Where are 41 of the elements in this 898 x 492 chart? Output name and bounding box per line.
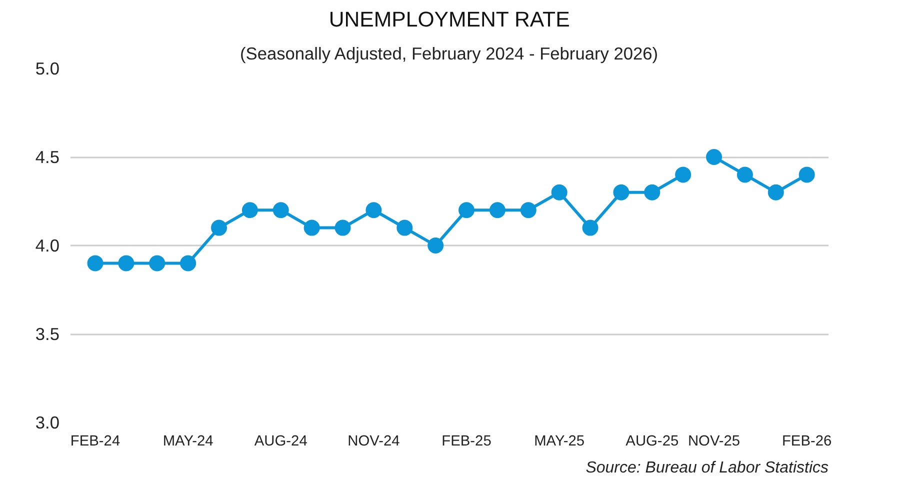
point: [272, 202, 289, 218]
point: [458, 202, 475, 218]
x-tick-label: FEB-26: [782, 434, 832, 450]
point: [211, 220, 228, 236]
point: [428, 238, 444, 254]
point: [334, 220, 351, 236]
point: [180, 255, 196, 272]
y-tick-label: 5.0: [35, 58, 60, 78]
x-tick-label: AUG-25: [626, 434, 679, 450]
point: [520, 202, 536, 218]
point: [87, 255, 104, 272]
x-tick-label: FEB-24: [70, 434, 120, 450]
point: [613, 184, 630, 200]
point: [706, 149, 722, 165]
y-tick-label: 3.0: [35, 412, 60, 432]
point: [582, 220, 598, 236]
y-tick-label: 4.5: [35, 147, 60, 167]
point: [366, 202, 382, 218]
x-tick-label: MAY-24: [162, 434, 214, 450]
y-tick-label: 4.0: [35, 236, 60, 256]
x-tick-label: AUG-24: [254, 434, 308, 450]
x-tick-label: NOV-24: [348, 434, 400, 450]
chart-title: UNEMPLOYMENT RATE: [328, 8, 570, 32]
point: [798, 166, 815, 183]
point: [736, 166, 753, 183]
point: [396, 220, 413, 236]
point: [644, 184, 660, 200]
point: [489, 202, 506, 218]
x-tick-label: MAY-25: [534, 434, 585, 450]
point: [551, 184, 568, 200]
source-note: Source: Bureau of Labor Statistics: [586, 460, 828, 476]
point: [242, 202, 258, 218]
point: [118, 255, 134, 272]
chart-subtitle: (Seasonally Adjusted, February 2024 - February 2026): [240, 44, 658, 64]
point: [304, 220, 320, 236]
y-tick-label: 3.5: [35, 324, 60, 344]
x-tick-label: NOV-25: [688, 434, 740, 450]
point: [768, 184, 784, 200]
point: [675, 166, 692, 183]
point: [149, 255, 166, 272]
x-tick-label: FEB-25: [442, 434, 492, 450]
